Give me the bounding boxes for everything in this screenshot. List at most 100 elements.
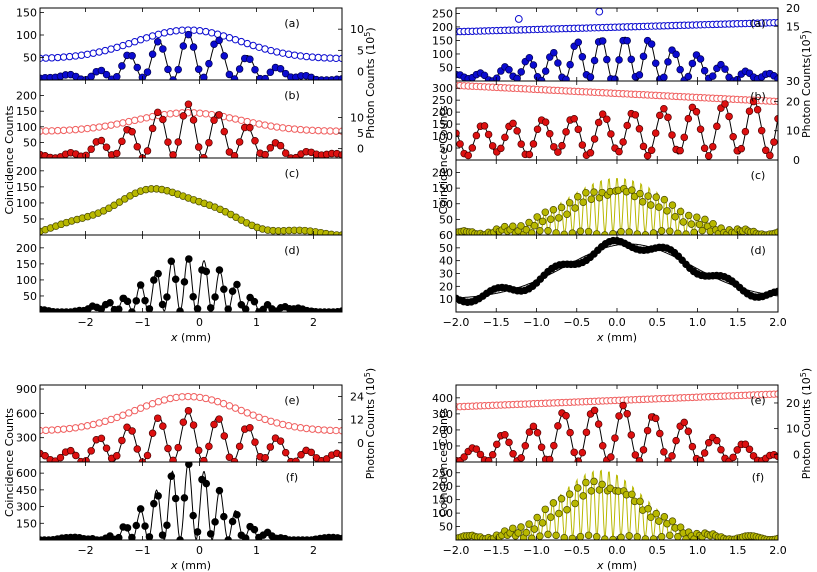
- data-point: [745, 445, 754, 454]
- photon-point: [196, 393, 204, 402]
- data-point: [688, 59, 697, 68]
- data-point: [700, 66, 709, 75]
- data-point: [700, 144, 709, 153]
- data-point: [150, 276, 158, 284]
- data-point: [664, 457, 672, 462]
- plot-area: [40, 392, 342, 462]
- data-point: [143, 451, 152, 460]
- y-tick-label: 200: [16, 165, 37, 178]
- y-tick-label: 150: [16, 517, 37, 530]
- right-y-tick-label: 12: [350, 414, 364, 427]
- data-point: [541, 505, 550, 514]
- photon-point: [308, 53, 317, 61]
- plot-area: [40, 462, 342, 540]
- data-point: [636, 497, 644, 506]
- data-point: [133, 142, 142, 151]
- data-point: [56, 453, 65, 462]
- data-point: [211, 293, 219, 301]
- data-point: [460, 453, 468, 461]
- data-point: [652, 509, 660, 518]
- data-point: [123, 423, 131, 432]
- data-point: [536, 227, 544, 235]
- photon-point: [273, 419, 281, 427]
- data-point: [525, 428, 534, 436]
- data-point: [87, 145, 95, 153]
- x-axis-label: x (mm): [170, 331, 211, 344]
- data-point: [590, 56, 599, 65]
- data-point: [133, 63, 142, 72]
- data-point: [525, 520, 533, 528]
- panel-b: 50 100 150 200 0 5 10 (b): [16, 79, 364, 159]
- data-point: [655, 517, 663, 525]
- data-point: [695, 220, 704, 229]
- data-point: [656, 429, 664, 438]
- right-y-axis-label-close: ): [364, 368, 377, 372]
- data-point: [525, 150, 534, 159]
- data-point: [717, 445, 725, 454]
- photon-point: [296, 125, 305, 134]
- data-point: [656, 111, 664, 120]
- photon-point: [166, 27, 174, 36]
- data-point: [688, 442, 697, 451]
- data-point: [205, 59, 213, 68]
- y-axis-label: Coincidence Counts: [3, 408, 16, 517]
- data-point: [145, 533, 154, 540]
- data-point: [579, 198, 587, 206]
- data-point: [128, 533, 136, 540]
- data-point: [472, 445, 481, 453]
- data-point: [241, 305, 250, 312]
- data-point: [592, 230, 601, 235]
- data-point: [668, 131, 676, 139]
- data-point: [579, 492, 587, 500]
- x-tick-label: 0.5: [649, 544, 667, 557]
- data-point: [150, 499, 158, 508]
- data-point: [676, 207, 685, 216]
- data-point: [684, 427, 693, 436]
- photon-point: [208, 29, 216, 37]
- data-point: [464, 151, 472, 160]
- photon-point: [83, 422, 92, 430]
- data-point: [729, 453, 737, 462]
- data-point: [281, 149, 290, 157]
- data-point: [625, 228, 633, 235]
- data-point: [517, 222, 525, 230]
- x-tick-label: 0.0: [608, 544, 626, 557]
- data-point: [123, 297, 132, 306]
- data-point: [737, 144, 746, 153]
- data-point: [82, 151, 90, 158]
- data-point: [733, 446, 741, 454]
- data-point: [549, 206, 558, 214]
- data-point: [725, 112, 733, 121]
- data-point: [132, 521, 141, 530]
- y-tick-label: 400: [432, 392, 453, 405]
- data-point: [563, 210, 571, 218]
- data-point: [235, 442, 244, 451]
- photon-point: [107, 45, 115, 53]
- photon-point: [77, 423, 86, 431]
- data-point: [184, 100, 193, 108]
- data-point: [590, 188, 598, 196]
- data-point: [541, 208, 550, 216]
- right-y-axis-label-exponent: 5: [363, 372, 372, 377]
- data-point: [651, 129, 660, 137]
- photon-point: [172, 393, 180, 402]
- data-point: [225, 148, 234, 156]
- data-point: [696, 55, 705, 63]
- data-point: [509, 450, 517, 458]
- data-point: [522, 528, 531, 537]
- data-point: [668, 517, 677, 525]
- data-point: [141, 296, 149, 305]
- data-point: [225, 70, 234, 79]
- photon-point: [267, 46, 275, 55]
- data-point: [627, 55, 636, 64]
- data-point: [584, 227, 593, 235]
- data-point: [590, 406, 599, 415]
- data-point: [246, 123, 254, 132]
- right-y-axis-label-close: ): [800, 368, 813, 372]
- data-point: [164, 65, 172, 74]
- data-point: [672, 50, 680, 59]
- data-point: [557, 494, 566, 503]
- data-point: [338, 151, 342, 158]
